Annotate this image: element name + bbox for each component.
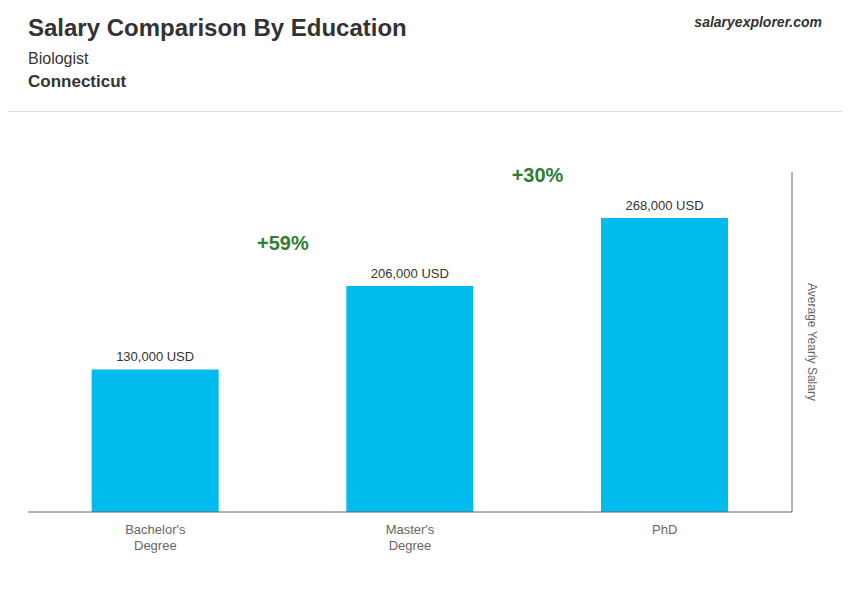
svg-text:Master'sDegree: Master'sDegree xyxy=(386,522,435,553)
html-text:Salary Comparison By Education: Salary Comparison By Education xyxy=(28,14,407,41)
svg-text:Average Yearly Salary: Average Yearly Salary xyxy=(805,283,819,401)
svg-text:+59%: +59% xyxy=(257,232,309,254)
svg-text:+30%: +30% xyxy=(512,164,564,186)
svg-text:130,000 USD: 130,000 USD xyxy=(116,349,194,364)
html-text:salaryexplorer.com: salaryexplorer.com xyxy=(694,14,822,30)
svg-text:206,000 USD: 206,000 USD xyxy=(371,266,449,281)
html-text:Biologist: Biologist xyxy=(28,50,89,67)
svg-text:Bachelor'sDegree: Bachelor'sDegree xyxy=(125,522,186,553)
svg-text:PhD: PhD xyxy=(652,522,677,537)
html-text:Connecticut: Connecticut xyxy=(28,72,127,91)
svg-text:268,000 USD: 268,000 USD xyxy=(625,198,703,213)
